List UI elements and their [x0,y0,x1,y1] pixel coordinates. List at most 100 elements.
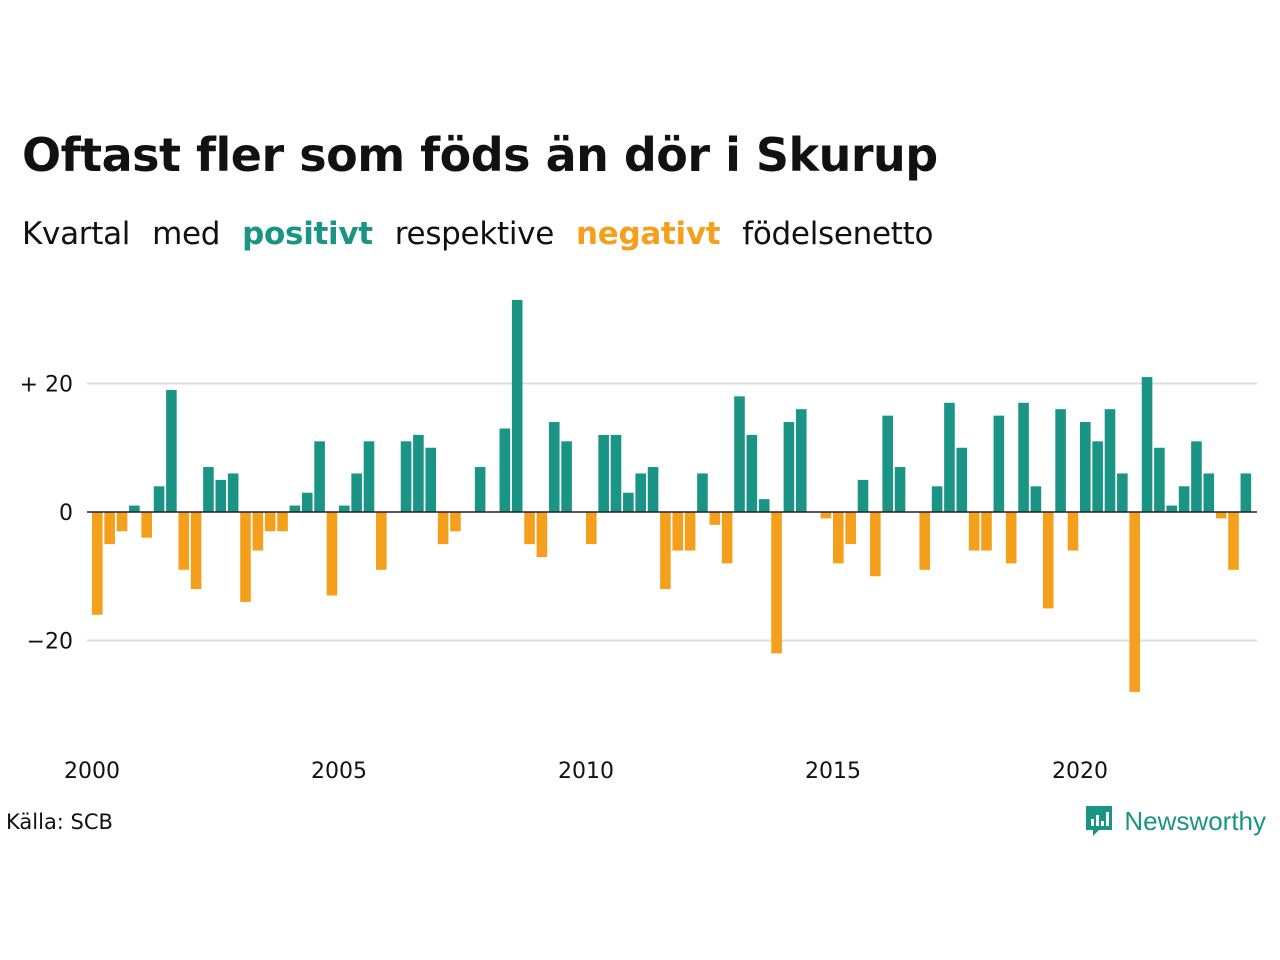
bar [1005,512,1017,564]
bar [746,434,758,512]
bar [1203,473,1215,512]
source-note: Källa: SCB [6,810,113,834]
bar [326,512,338,596]
bar [376,512,387,570]
bar [857,479,869,513]
bar [277,512,288,532]
bar [1030,486,1042,512]
bar [684,512,696,551]
bar [536,512,548,557]
bar [166,389,177,512]
bar [301,492,313,512]
x-tick-label: 2000 [64,759,120,784]
bar [141,512,152,538]
bar [623,492,634,512]
bar [227,473,239,512]
bar [190,512,202,590]
bar [264,512,276,532]
bar [215,479,227,513]
bar [981,512,992,551]
y-tick-label: 0 [59,501,73,526]
bar [425,447,437,512]
bar [1178,486,1190,512]
bar [795,409,807,512]
bar [351,473,362,512]
bar [252,512,264,551]
bar [1080,422,1091,512]
bar [721,512,733,564]
bar [1228,512,1239,570]
bar [1154,447,1165,512]
bar [1055,409,1066,512]
bar [845,512,856,545]
bar [956,447,968,512]
bar [524,512,535,545]
bar [833,512,844,564]
bar [363,441,375,512]
bar [153,486,165,512]
subtitle-word: födelsenetto [742,216,934,252]
chart-subtitle: Kvartal med positivt respektive negativt föde… [22,216,955,252]
bar [450,512,461,532]
x-tick-label: 2015 [805,759,861,784]
bar [635,473,646,512]
subtitle-negative-label: negativt [575,216,721,252]
x-tick-label: 2005 [311,759,367,784]
bar [339,505,350,512]
brand-name: Newsworthy [1124,805,1266,836]
bar [586,512,597,545]
bar [1018,402,1029,512]
bar [474,467,486,513]
bar [548,422,560,512]
bar [919,512,931,570]
bar [993,415,1005,513]
bar [413,434,424,512]
bar [1117,473,1128,512]
bar [672,512,684,551]
bar [129,505,140,512]
x-tick-label: 2020 [1052,759,1108,784]
bar [1215,512,1227,519]
bar [1141,377,1153,512]
bar [240,512,251,602]
bar [1092,441,1103,512]
bar [437,512,449,545]
bar [1191,441,1202,512]
bar [400,441,412,512]
bar [709,512,721,525]
subtitle-positive-label: positivt [242,216,373,252]
bar [882,415,893,513]
bar [771,512,782,654]
bar [499,428,511,512]
x-tick-label: 2010 [558,759,614,784]
bar [931,486,943,512]
bar [1166,505,1178,512]
bar [511,299,523,512]
bar [610,434,622,512]
bar [178,512,190,570]
bar [820,512,832,519]
brand-logo: Newsworthy [1084,804,1266,838]
bar [870,512,881,577]
y-tick-label: + 20 [20,373,73,398]
bar [734,396,745,512]
chart-title: Oftast fler som föds än dör i Skurup [22,128,938,182]
bar [758,499,770,512]
y-tick-label: −20 [27,630,73,655]
bar [660,512,671,590]
newsworthy-logo-icon [1086,806,1113,836]
bar [1067,512,1079,551]
bar [697,473,708,512]
subtitle-word: med [152,216,221,252]
bar-chart: + 20 0 −20 2000 2005 2010 2015 2020 [20,299,1257,784]
bar [1129,512,1140,692]
bar [104,512,115,545]
bar [116,512,128,532]
bar [968,512,980,551]
subtitle-word: respektive [394,216,554,252]
bar [561,441,572,512]
bar [203,467,214,513]
subtitle-word: Kvartal [22,216,131,252]
bar [92,512,103,615]
bar [598,434,609,512]
